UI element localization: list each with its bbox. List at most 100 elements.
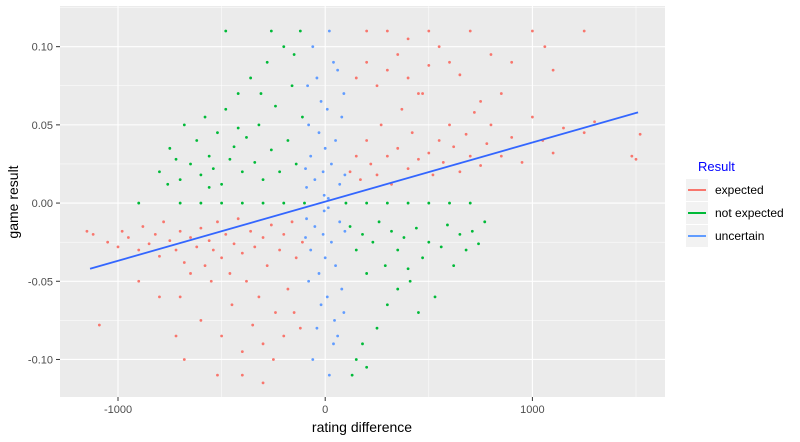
scatter-point <box>344 201 348 205</box>
scatter-point <box>319 100 323 103</box>
scatter-point <box>359 178 362 182</box>
scatter-point <box>427 151 431 155</box>
scatter-point <box>340 287 344 291</box>
scatter-point <box>216 131 219 135</box>
scatter-point <box>311 45 315 49</box>
scatter-point <box>406 201 410 205</box>
scatter-point <box>321 170 325 174</box>
scatter-point <box>379 123 383 127</box>
scatter-point <box>257 123 261 127</box>
scatter-point <box>301 115 304 119</box>
scatter-point <box>274 311 277 314</box>
scatter-point <box>195 245 199 249</box>
y-axis-ticks: -0.10 -0.05 0.00 0.05 0.10 <box>28 42 60 366</box>
y-tick-label: 0.00 <box>32 198 53 210</box>
x-tick-label: 0 <box>322 404 328 416</box>
legend-item: expected <box>686 179 764 201</box>
scatter-point <box>106 240 110 244</box>
scatter-point <box>417 92 420 95</box>
scatter-point <box>383 264 387 268</box>
scatter-point <box>137 279 141 283</box>
scatter-point <box>365 272 369 275</box>
scatter-point <box>178 201 182 205</box>
scatter-point <box>361 232 364 236</box>
legend-item: not expected <box>686 202 784 224</box>
scatter-point <box>458 73 462 77</box>
scatter-point <box>417 311 420 314</box>
scatter-point <box>303 201 306 205</box>
scatter-point <box>439 245 443 249</box>
scatter-point <box>543 45 547 49</box>
scatter-point <box>294 256 298 260</box>
scatter-point <box>313 178 317 182</box>
scatter-point <box>330 240 333 244</box>
scatter-point <box>141 225 145 228</box>
scatter-point <box>245 279 248 283</box>
scatter-point <box>408 279 412 283</box>
legend-label: expected <box>715 183 764 197</box>
x-tick-label: -1000 <box>104 404 132 416</box>
scatter-point <box>630 154 634 158</box>
legend-title: Result <box>698 159 735 174</box>
scatter-point <box>189 162 192 166</box>
scatter-point <box>199 318 203 322</box>
scatter-point <box>245 135 248 139</box>
scatter-point <box>437 45 441 49</box>
scatter-point <box>365 139 369 142</box>
scatter-point <box>336 68 340 72</box>
x-axis-ticks: -1000 0 1000 <box>104 397 545 416</box>
scatter-point <box>292 311 296 314</box>
scatter-point <box>340 115 344 119</box>
scatter-point <box>290 220 294 224</box>
scatter-point <box>396 53 400 56</box>
major-gridlines <box>60 6 665 397</box>
scatter-point <box>199 226 203 230</box>
scatter-point <box>323 256 327 260</box>
scatter-point <box>301 240 304 244</box>
scatter-point <box>385 68 389 72</box>
scatter-point <box>211 167 215 171</box>
scatter-point <box>485 142 489 146</box>
scatter-point <box>472 110 476 114</box>
scatter-point <box>290 84 294 88</box>
trend-line-layer <box>89 111 639 270</box>
scatter-point <box>216 220 219 224</box>
scatter-point <box>313 225 317 228</box>
scatter-point <box>91 232 95 236</box>
scatter-point <box>269 29 273 33</box>
scatter-point <box>307 123 311 127</box>
scatter-point <box>470 229 474 233</box>
scatter-point <box>253 161 257 164</box>
scatter-point <box>322 193 326 197</box>
scatter-point <box>195 139 199 142</box>
scatter-point <box>265 264 269 268</box>
scatter-point <box>216 373 219 377</box>
scatter-point <box>427 240 431 244</box>
scatter-point <box>292 53 296 56</box>
scatter-point <box>189 272 192 275</box>
scatter-point <box>282 201 286 205</box>
scatter-point <box>327 373 331 377</box>
scatter-point <box>249 229 253 233</box>
scatter-point <box>224 232 228 236</box>
scatter-point <box>307 279 311 283</box>
scatter-point <box>334 139 337 142</box>
scatter-point <box>365 60 369 64</box>
scatter-point <box>158 170 161 174</box>
scatter-point <box>332 60 335 64</box>
scatter-point <box>253 245 257 249</box>
scatter-point <box>483 220 487 224</box>
scatter-point <box>158 254 161 258</box>
scatter-point <box>464 132 468 136</box>
scatter-point <box>294 162 298 166</box>
scatter-point <box>477 242 480 246</box>
scatter-point <box>332 342 335 346</box>
scatter-point <box>489 123 493 127</box>
legend-entries: expected not expected uncertain <box>686 179 784 247</box>
legend-label: not expected <box>715 206 784 220</box>
scatter-point <box>448 201 451 205</box>
scatter-point <box>189 236 192 239</box>
scatter-point <box>178 229 182 233</box>
scatter-point <box>325 295 329 299</box>
